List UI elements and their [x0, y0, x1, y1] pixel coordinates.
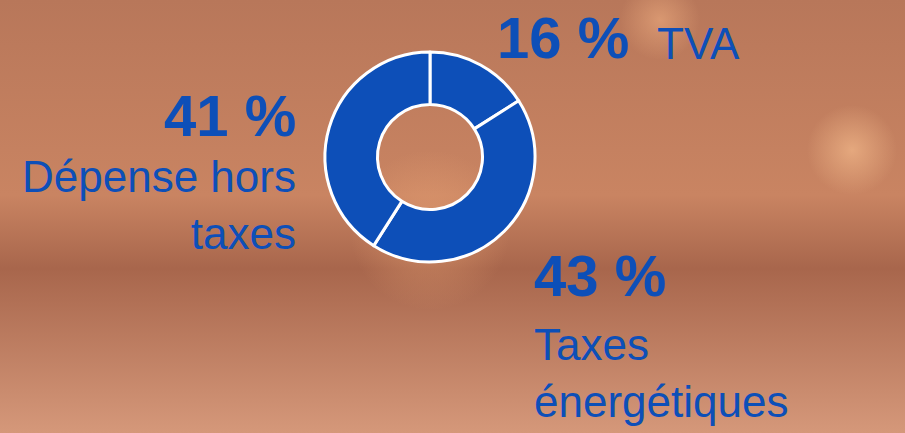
- svg-text:TVA: TVA: [657, 19, 740, 68]
- svg-text:Dépense horstaxes: Dépense horstaxes: [22, 152, 296, 258]
- svg-text:43 %: 43 %: [534, 243, 666, 308]
- svg-text:41 %: 41 %: [164, 83, 296, 148]
- svg-text:Taxesénergétiques: Taxesénergétiques: [534, 320, 788, 426]
- svg-text:16 %: 16 %: [497, 5, 629, 70]
